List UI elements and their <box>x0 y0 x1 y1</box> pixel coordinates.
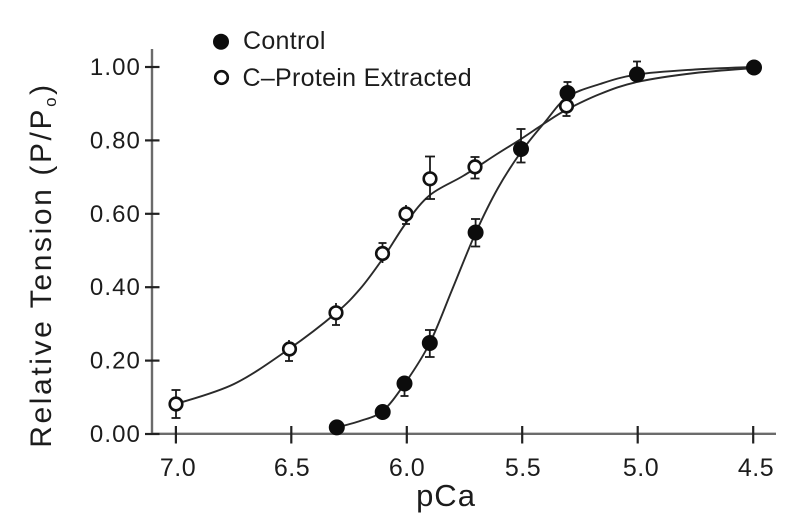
svg-text:5.5: 5.5 <box>505 454 541 482</box>
svg-text:0.40: 0.40 <box>90 274 141 301</box>
svg-text:4.5: 4.5 <box>738 454 774 482</box>
svg-text:Relative Tension (P/Po): Relative Tension (P/Po) <box>25 82 60 448</box>
svg-text:Control: Control <box>243 27 326 55</box>
svg-text:6.0: 6.0 <box>389 454 425 482</box>
svg-text:6.5: 6.5 <box>274 454 310 482</box>
svg-text:C–Protein Extracted: C–Protein Extracted <box>243 64 472 92</box>
svg-text:0.00: 0.00 <box>90 421 141 448</box>
svg-text:pCa: pCa <box>416 478 476 513</box>
svg-text:0.80: 0.80 <box>90 127 141 154</box>
svg-text:5.0: 5.0 <box>623 454 659 482</box>
svg-text:0.60: 0.60 <box>90 201 141 228</box>
svg-text:7.0: 7.0 <box>160 454 196 482</box>
svg-text:1.00: 1.00 <box>90 54 141 81</box>
svg-text:0.20: 0.20 <box>90 348 141 375</box>
